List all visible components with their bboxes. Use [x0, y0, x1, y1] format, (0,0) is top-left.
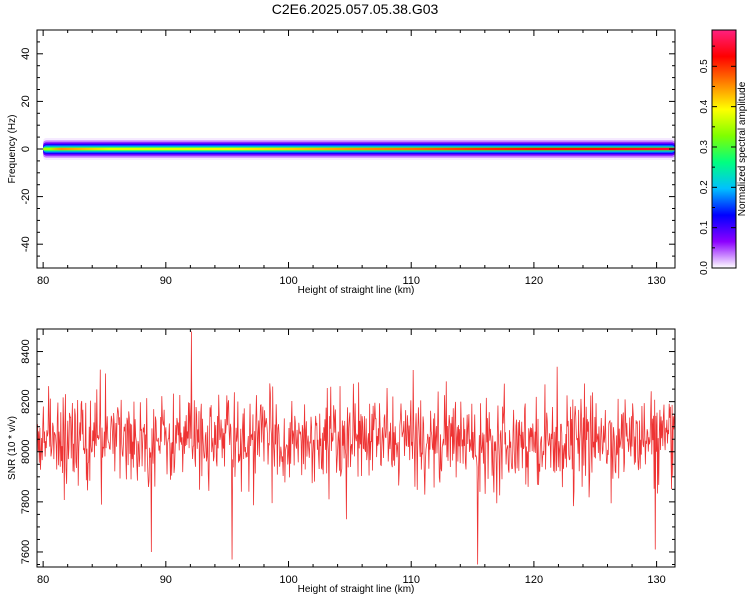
snr-y-ticks: 7600 7800 8000 8200 8400 — [20, 338, 675, 565]
snr-series-line — [36, 331, 676, 565]
snr-y-axis-label: SNR (10 * v/v) — [7, 416, 18, 480]
x-tick-label: 80 — [37, 275, 49, 287]
colorbar-tick-label: 0.1 — [699, 220, 710, 234]
spectrogram-x-axis-label: Height of straight line (km) — [298, 285, 415, 296]
y-tick-label: -20 — [20, 189, 32, 205]
snr-x-axis-label: Height of straight line (km) — [298, 584, 415, 595]
colorbar-tick-label: 0.2 — [699, 180, 710, 194]
x-tick-label: 130 — [647, 574, 665, 586]
x-tick-label: 100 — [279, 574, 297, 586]
y-tick-label: -40 — [20, 236, 32, 252]
y-tick-label: 7800 — [20, 490, 32, 514]
x-tick-label: 80 — [37, 574, 49, 586]
y-tick-label: 7600 — [20, 540, 32, 564]
y-tick-label: 8200 — [20, 389, 32, 413]
y-tick-label: 40 — [20, 48, 32, 60]
y-tick-label: 8400 — [20, 339, 32, 363]
colorbar-tick-label: 0.4 — [699, 99, 710, 113]
y-tick-label: 0 — [20, 146, 32, 152]
snr-x-ticks: 80 90 100 110 120 130 — [37, 329, 666, 586]
band-core — [43, 147, 675, 151]
spectral-band — [43, 138, 675, 160]
figure-title: C2E6.2025.057.05.38.G03 — [272, 1, 439, 17]
x-tick-label: 130 — [647, 275, 665, 287]
x-tick-label: 120 — [525, 275, 543, 287]
colorbar: 0.0 0.1 0.2 0.3 0.4 0.5 Normalized spectral a… — [699, 29, 748, 275]
spectrogram-y-ticks: 40 20 0 -20 -40 — [20, 41, 675, 257]
x-tick-label: 120 — [525, 574, 543, 586]
colorbar-tick-label: 0.0 — [699, 261, 710, 275]
y-tick-label: 8000 — [20, 440, 32, 464]
spectrogram-y-axis-label: Frequency (Hz) — [7, 115, 18, 184]
snr-frame — [36, 328, 676, 568]
x-tick-label: 110 — [402, 574, 420, 586]
x-tick-label: 90 — [160, 275, 172, 287]
snr-panel: 80 90 100 110 120 130 7600 7800 8000 8200 8400 He… — [7, 328, 676, 595]
colorbar-tick-label: 0.5 — [699, 59, 710, 73]
colorbar-ticks: 0.0 0.1 0.2 0.3 0.4 0.5 — [699, 45, 736, 275]
spectrogram-x-ticks: 80 90 100 110 120 130 — [37, 30, 666, 287]
x-tick-label: 100 — [279, 275, 297, 287]
x-tick-label: 110 — [402, 275, 420, 287]
y-tick-label: 20 — [20, 95, 32, 107]
colorbar-gradient — [711, 29, 737, 269]
spectrogram-panel: 80 90 100 110 120 130 40 20 0 -20 -40 Height of s… — [7, 29, 676, 296]
x-tick-label: 90 — [160, 574, 172, 586]
colorbar-label: Normalized spectral amplitude — [737, 81, 748, 216]
colorbar-tick-label: 0.3 — [699, 140, 710, 154]
